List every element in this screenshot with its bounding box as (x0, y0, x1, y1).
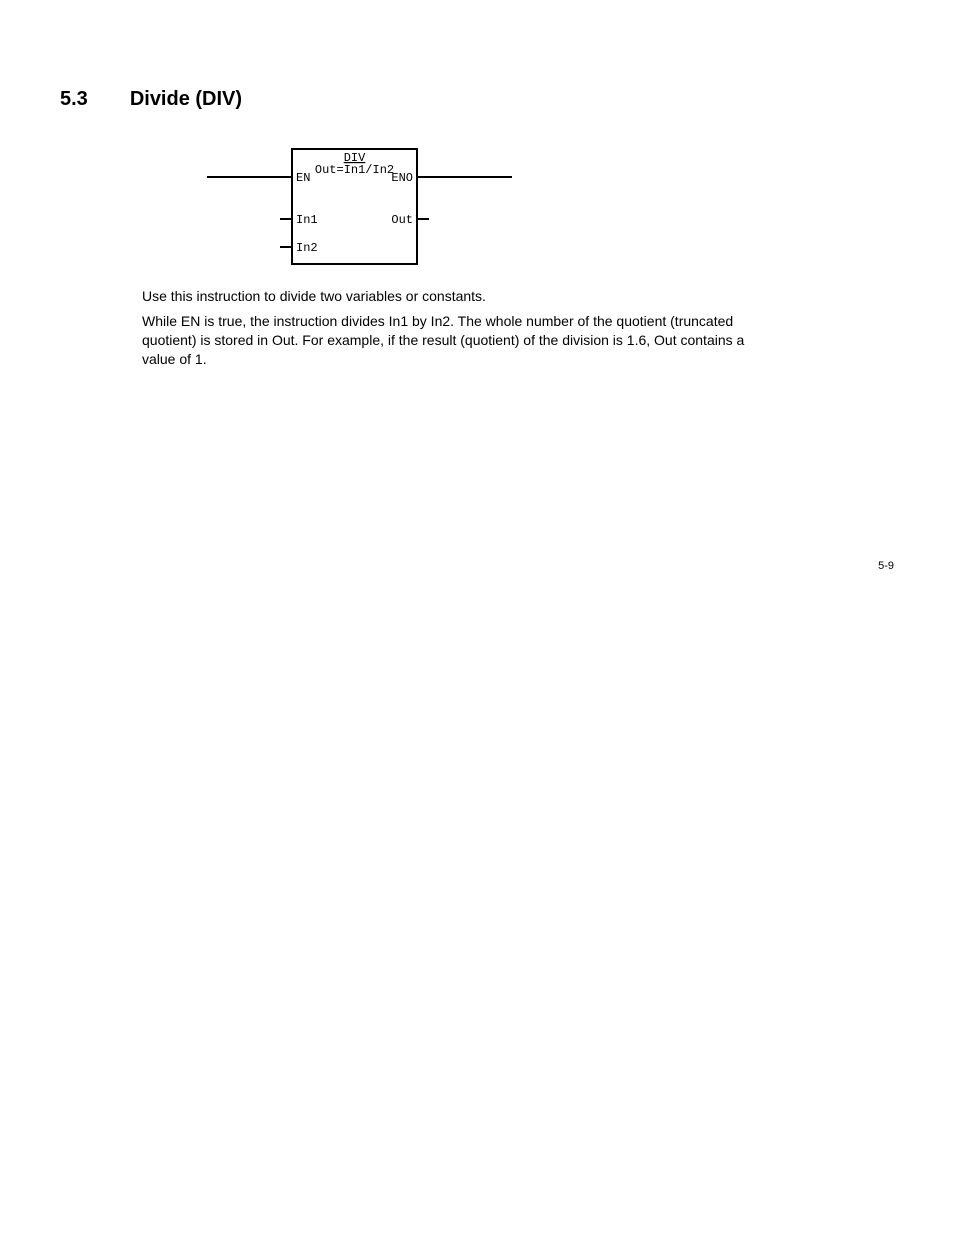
section-heading: 5.3 Divide (DIV) (60, 88, 894, 111)
svg-text:Out=In1/In2: Out=In1/In2 (315, 163, 394, 177)
body-text: Use this instruction to divide two varia… (142, 287, 762, 369)
section-number: 5.3 (60, 88, 88, 111)
svg-text:Out: Out (391, 213, 413, 227)
svg-text:ENO: ENO (391, 171, 413, 185)
function-block-diagram: DIVOut=In1/In2ENIn1In2ENOOut (142, 139, 894, 269)
diagram-svg: DIVOut=In1/In2ENIn1In2ENOOut (142, 139, 582, 269)
document-page: 5.3 Divide (DIV) DIVOut=In1/In2ENIn1In2E… (0, 0, 954, 369)
section-title: Divide (DIV) (130, 88, 242, 111)
svg-text:EN: EN (296, 171, 310, 185)
svg-text:In1: In1 (296, 213, 318, 227)
page-number: 5-9 (878, 560, 894, 572)
svg-text:In2: In2 (296, 241, 318, 255)
paragraph: While EN is true, the instruction divide… (142, 312, 762, 369)
paragraph: Use this instruction to divide two varia… (142, 287, 762, 306)
